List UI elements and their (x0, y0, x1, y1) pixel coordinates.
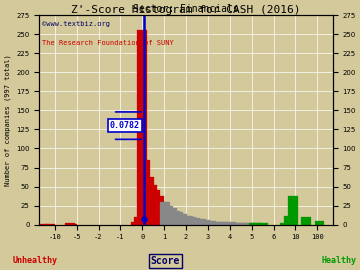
Bar (170, 211, 180, 225)
Bar (160, 202, 170, 225)
Bar (65, 223, 75, 225)
Bar (229, 223, 239, 225)
Bar (45, 224, 55, 225)
Bar (219, 222, 229, 225)
Bar (141, 160, 150, 225)
Bar (190, 218, 200, 225)
Bar (301, 217, 311, 225)
Bar (180, 215, 190, 225)
Bar (154, 196, 163, 225)
Bar (236, 223, 246, 225)
Bar (144, 177, 154, 225)
Bar (150, 190, 160, 225)
Bar (258, 223, 267, 225)
Bar (203, 221, 213, 225)
Bar (280, 223, 289, 225)
Bar (249, 223, 259, 225)
Text: ©www.textbiz.org: ©www.textbiz.org (42, 22, 111, 28)
Bar (226, 222, 236, 225)
Text: Healthy: Healthy (321, 256, 356, 265)
Bar (239, 223, 249, 225)
Bar (213, 222, 223, 225)
Bar (284, 215, 294, 225)
Bar (200, 220, 210, 225)
Bar (246, 223, 256, 225)
Bar (242, 223, 252, 225)
Bar (197, 219, 206, 225)
Bar (134, 217, 144, 225)
Bar (167, 208, 177, 225)
Bar (163, 206, 174, 225)
Bar (288, 196, 298, 225)
Bar (206, 221, 216, 225)
Bar (157, 202, 167, 225)
Bar (223, 222, 233, 225)
Text: 0.0782: 0.0782 (110, 121, 140, 130)
Title: Z'-Score Histogram for CASH (2016): Z'-Score Histogram for CASH (2016) (71, 5, 301, 15)
Bar (193, 218, 203, 225)
Bar (39, 224, 49, 225)
Bar (183, 216, 193, 225)
Text: Score: Score (151, 256, 180, 266)
Bar (131, 222, 141, 225)
Bar (147, 185, 157, 225)
Bar (252, 223, 262, 225)
Bar (210, 222, 219, 225)
Bar (233, 223, 242, 225)
Y-axis label: Number of companies (997 total): Number of companies (997 total) (4, 54, 11, 186)
Bar (174, 212, 183, 225)
Text: Sector: Financials: Sector: Financials (133, 4, 239, 14)
Bar (138, 31, 147, 225)
Bar (186, 217, 197, 225)
Bar (216, 222, 226, 225)
Bar (67, 224, 77, 225)
Text: Unhealthy: Unhealthy (13, 256, 58, 265)
Bar (315, 221, 324, 225)
Text: The Research Foundation of SUNY: The Research Foundation of SUNY (42, 40, 174, 46)
Bar (177, 214, 186, 225)
